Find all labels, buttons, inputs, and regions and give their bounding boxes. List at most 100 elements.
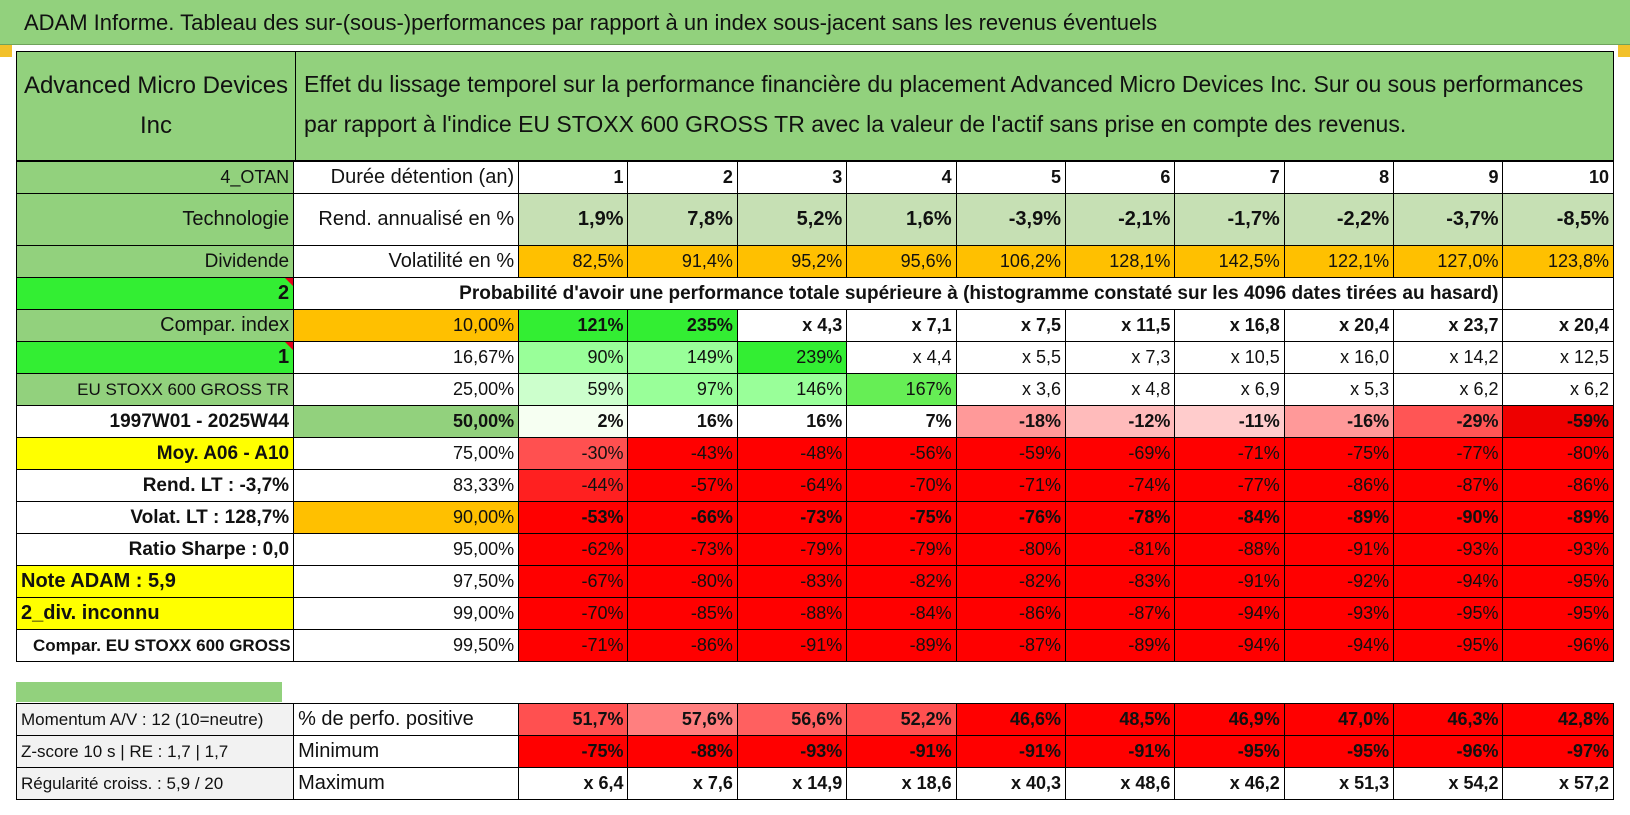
quantile-value: -86% bbox=[1283, 469, 1395, 502]
stats-value: -88% bbox=[627, 735, 738, 768]
quantile-value: -87% bbox=[1064, 597, 1176, 630]
quantile-pct: 25,00% bbox=[293, 373, 520, 406]
stats-value: x 51,3 bbox=[1283, 767, 1395, 800]
performance-table: 4_OTAN Durée détention (an) 1 2 3 4 5 6 7 8 9 10 Tec… bbox=[15, 161, 1614, 662]
quantile-value: -87% bbox=[1393, 469, 1504, 502]
quantile-value: -86% bbox=[1502, 469, 1614, 502]
side-label: 1 bbox=[15, 341, 295, 374]
rend-row: Technologie Rend. annualisé en % 1,9% 7,8% 5… bbox=[15, 193, 1614, 246]
stats-value: -91% bbox=[846, 735, 957, 768]
quantile-value: x 3,6 bbox=[955, 373, 1066, 406]
year-header: 5 bbox=[955, 161, 1066, 194]
year-header: 6 bbox=[1064, 161, 1176, 194]
probability-row: 2 Probabilité d'avoir une performance tot… bbox=[15, 277, 1614, 310]
vol-value: 128,1% bbox=[1064, 245, 1176, 278]
year-header: 10 bbox=[1502, 161, 1614, 194]
quantile-value: x 7,3 bbox=[1064, 341, 1176, 374]
quantile-value: -53% bbox=[518, 501, 629, 534]
quantile-value: -81% bbox=[1064, 533, 1176, 566]
stats-value: 42,8% bbox=[1502, 703, 1614, 736]
stats-value: x 18,6 bbox=[846, 767, 957, 800]
quantile-pct: 95,00% bbox=[293, 533, 520, 566]
quantile-row: Ratio Sharpe : 0,0 95,00% -62% -73% -79% -79%… bbox=[15, 533, 1614, 566]
rend-value: -3,9% bbox=[955, 193, 1066, 246]
quantile-value: 90% bbox=[518, 341, 629, 374]
year-header: 8 bbox=[1283, 161, 1395, 194]
side-label: Note ADAM : 5,9 bbox=[15, 565, 295, 598]
quantile-value: x 6,2 bbox=[1393, 373, 1504, 406]
rend-value: -3,7% bbox=[1393, 193, 1504, 246]
quantile-value: -67% bbox=[518, 565, 629, 598]
quantile-value: 167% bbox=[846, 373, 957, 406]
quantile-value: -79% bbox=[846, 533, 957, 566]
quantile-value: -85% bbox=[627, 597, 738, 630]
stats-table: Momentum A/V : 12 (10=neutre)% de perfo.… bbox=[15, 703, 1614, 800]
quantile-value: -93% bbox=[1283, 597, 1395, 630]
stats-value: 46,3% bbox=[1393, 703, 1504, 736]
quantile-value: x 16,8 bbox=[1174, 309, 1285, 342]
quantile-row: Compar. EU STOXX 600 GROSS TR 99,50% -71% -… bbox=[15, 629, 1614, 662]
quantile-value: -48% bbox=[736, 437, 848, 470]
quantile-value: -82% bbox=[846, 565, 957, 598]
stats-value: x 54,2 bbox=[1393, 767, 1504, 800]
stats-value: x 48,6 bbox=[1064, 767, 1176, 800]
stats-value: x 6,4 bbox=[518, 767, 629, 800]
vol-value: 91,4% bbox=[627, 245, 738, 278]
vol-value: 95,2% bbox=[736, 245, 848, 278]
side-label: Rend. LT : -3,7% bbox=[15, 469, 295, 502]
quantile-value: -94% bbox=[1283, 629, 1395, 662]
quantile-pct: 99,00% bbox=[293, 597, 520, 630]
quantile-value: x 16,0 bbox=[1283, 341, 1395, 374]
quantile-value: -43% bbox=[627, 437, 738, 470]
quantile-value: x 7,1 bbox=[846, 309, 957, 342]
quantile-value: -91% bbox=[736, 629, 848, 662]
quantile-value: -18% bbox=[955, 405, 1066, 438]
row-label: Volatilité en % bbox=[293, 245, 520, 278]
stats-value: -91% bbox=[955, 735, 1066, 768]
corner-marker-left bbox=[0, 45, 12, 57]
quantile-value: -59% bbox=[1502, 405, 1614, 438]
year-header: 1 bbox=[518, 161, 629, 194]
rend-value: 1,9% bbox=[518, 193, 629, 246]
side-label: Moy. A06 - A10 bbox=[15, 437, 295, 470]
corner-marker-right bbox=[1618, 45, 1630, 57]
quantile-value: x 10,5 bbox=[1174, 341, 1285, 374]
stats-row: Momentum A/V : 12 (10=neutre)% de perfo.… bbox=[15, 703, 1614, 736]
quantile-value: x 7,5 bbox=[955, 309, 1066, 342]
vol-value: 95,6% bbox=[846, 245, 957, 278]
quantile-value: x 12,5 bbox=[1502, 341, 1614, 374]
stats-value: 56,6% bbox=[736, 703, 848, 736]
stats-value: x 7,6 bbox=[627, 767, 738, 800]
stats-value: -95% bbox=[1174, 735, 1285, 768]
side-label: 4_OTAN bbox=[15, 161, 295, 194]
row-label: % de perfo. positive bbox=[293, 703, 520, 736]
quantile-value: -71% bbox=[955, 469, 1066, 502]
stats-value: 57,6% bbox=[627, 703, 738, 736]
quantile-value: 239% bbox=[736, 341, 848, 374]
quantile-value: -95% bbox=[1393, 629, 1504, 662]
quantile-row: 2_div. inconnu 99,00% -70% -85% -88% -84% -86%… bbox=[15, 597, 1614, 630]
quantile-value: -86% bbox=[627, 629, 738, 662]
stats-value: 46,9% bbox=[1174, 703, 1285, 736]
quantile-row: Note ADAM : 5,9 97,50% -67% -80% -83% -82% -82… bbox=[15, 565, 1614, 598]
side-label: Ratio Sharpe : 0,0 bbox=[15, 533, 295, 566]
side-label: 1997W01 - 2025W44 bbox=[15, 405, 295, 438]
quantile-value: -89% bbox=[1064, 629, 1176, 662]
side-label: Régularité croiss. : 5,9 / 20 bbox=[15, 767, 295, 800]
quantile-value: -56% bbox=[846, 437, 957, 470]
quantile-row: Compar. index 10,00% 121% 235% x 4,3 x 7,1 x 7… bbox=[15, 309, 1614, 342]
quantile-value: -93% bbox=[1393, 533, 1504, 566]
quantile-value: -95% bbox=[1502, 597, 1614, 630]
quantile-value: -70% bbox=[846, 469, 957, 502]
rend-value: -2,2% bbox=[1283, 193, 1395, 246]
quantile-value: -91% bbox=[1283, 533, 1395, 566]
stats-value: x 14,9 bbox=[736, 767, 848, 800]
side-label: 2 bbox=[15, 277, 295, 310]
vol-value: 106,2% bbox=[955, 245, 1066, 278]
year-header: 7 bbox=[1174, 161, 1285, 194]
stats-value: -93% bbox=[736, 735, 848, 768]
quantile-value: 16% bbox=[627, 405, 738, 438]
side-label: Z-score 10 s | RE : 1,7 | 1,7 bbox=[15, 735, 295, 768]
stats-value: -75% bbox=[518, 735, 629, 768]
quantile-value: -94% bbox=[1174, 597, 1285, 630]
